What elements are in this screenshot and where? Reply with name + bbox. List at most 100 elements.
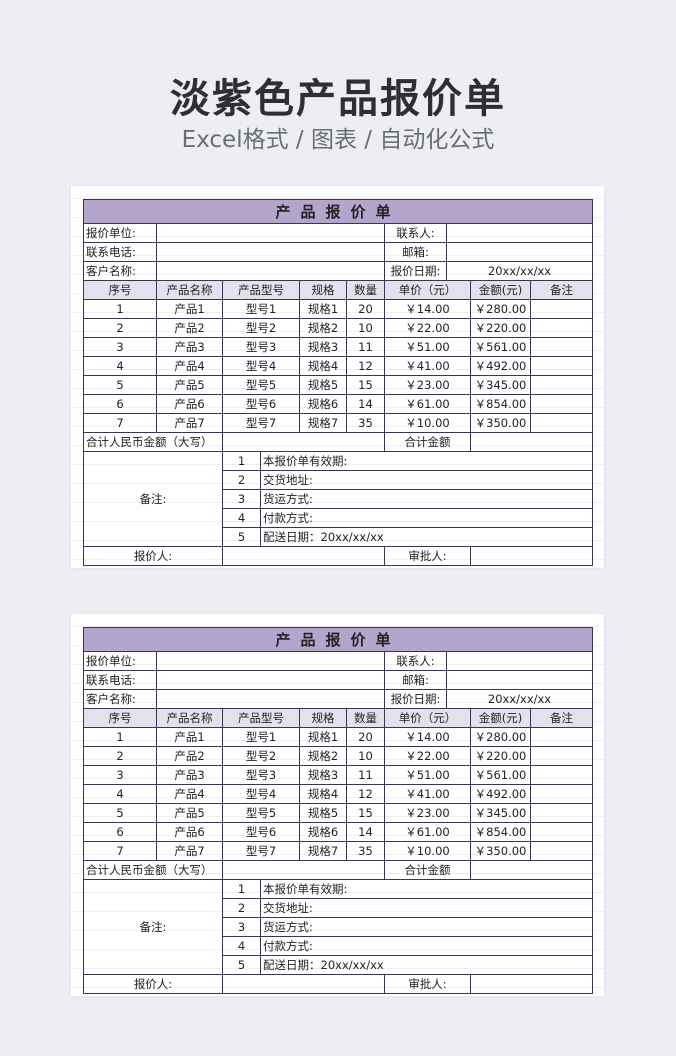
table-cell: ￥10.00 (384, 841, 471, 861)
table-cell: ￥280.00 (470, 727, 531, 747)
info-value (156, 261, 385, 281)
table-cell (529, 394, 594, 414)
table-cell (529, 318, 594, 338)
table-cell: 5 (83, 803, 157, 823)
column-header: 产品名称 (156, 708, 223, 728)
table-cell: ￥23.00 (384, 803, 471, 823)
total-row: 合计人民币金额（大写） 合计金额 (83, 432, 594, 452)
note-number: 1 (222, 879, 261, 899)
table-cell: 型号6 (222, 394, 300, 414)
table-cell: 产品6 (156, 822, 223, 842)
table-cell: 型号7 (222, 413, 300, 433)
table-cell (529, 727, 594, 747)
table-cell: 20 (346, 727, 385, 747)
info-row: 联系电话: 邮箱: (83, 670, 594, 690)
table-cell: 10 (346, 318, 385, 338)
total-amount-label: 合计金额 (384, 432, 471, 452)
table-cell: 型号6 (222, 822, 300, 842)
column-header: 备注 (529, 708, 594, 728)
table-cell: 7 (83, 841, 157, 861)
table-cell: ￥22.00 (384, 318, 471, 338)
table-row: 4 产品4 型号4 规格4 12 ￥41.00 ￥492.00 (83, 356, 594, 376)
table-cell: 6 (83, 394, 157, 414)
table-cell: 型号7 (222, 841, 300, 861)
table-cell: 2 (83, 318, 157, 338)
table-cell: 12 (346, 356, 385, 376)
column-header: 单价（元） (384, 708, 471, 728)
table-cell: ￥350.00 (470, 413, 531, 433)
note-text: 货运方式: (259, 917, 594, 937)
table-cell: ￥220.00 (470, 746, 531, 766)
table-cell: 型号3 (222, 337, 300, 357)
table-cell: 1 (83, 299, 157, 319)
info-row: 报价单位: 联系人: (83, 223, 594, 243)
table-cell (529, 803, 594, 823)
table-cell: 11 (346, 765, 385, 785)
info-label: 报价日期: (384, 689, 447, 709)
table-cell: 2 (83, 746, 157, 766)
approver-value (469, 974, 594, 994)
table-cell (529, 375, 594, 395)
table-cell: 规格6 (299, 394, 347, 414)
note-row: 3 货运方式: (84, 489, 594, 509)
column-header-row: 序号 产品名称 产品型号 规格 数量 单价（元） 金额(元) 备注 (83, 708, 594, 728)
table-cell: 规格6 (299, 822, 347, 842)
quoter-value (222, 974, 385, 994)
table-cell: 型号2 (222, 746, 300, 766)
note-text: 配送日期：20xx/xx/xx (259, 527, 594, 547)
table-cell (529, 822, 594, 842)
note-row: 备注: 1 本报价单有效期: (83, 451, 594, 547)
total-uppercase-value (222, 860, 385, 880)
table-cell: 型号2 (222, 318, 300, 338)
table-cell: 产品7 (156, 413, 223, 433)
table-cell: 规格3 (299, 765, 347, 785)
table-cell: ￥51.00 (384, 765, 471, 785)
note-number: 3 (222, 489, 261, 509)
info-row: 客户名称: 报价日期: 20xx/xx/xx (83, 261, 594, 281)
table-row: 2 产品2 型号2 规格2 10 ￥22.00 ￥220.00 (83, 318, 594, 338)
info-value (445, 651, 594, 671)
table-cell: 3 (83, 337, 157, 357)
note-text: 配送日期：20xx/xx/xx (259, 955, 594, 975)
table-cell: 5 (83, 375, 157, 395)
sheet-title: 产品报价单 (82, 627, 594, 652)
quote-table: 产品报价单 报价单位: 联系人: 联系电话: 邮箱: 客户名称: 报价日期: 20xx/xx/… (82, 627, 594, 994)
column-header: 产品型号 (222, 280, 300, 300)
table-cell: ￥41.00 (384, 784, 471, 804)
note-number: 2 (222, 898, 261, 918)
total-label: 合计人民币金额（大写） (83, 860, 223, 880)
info-label: 报价单位: (83, 223, 157, 243)
table-cell: 35 (346, 841, 385, 861)
column-header: 序号 (83, 708, 157, 728)
table-cell: 产品2 (156, 318, 223, 338)
total-amount-label: 合计金额 (384, 860, 471, 880)
info-value (156, 689, 385, 709)
total-amount-value (469, 860, 594, 880)
table-cell: 规格4 (299, 784, 347, 804)
table-cell: 11 (346, 337, 385, 357)
signature-row: 报价人: 审批人: (83, 546, 594, 566)
table-cell: 规格4 (299, 356, 347, 376)
table-cell: 14 (346, 394, 385, 414)
info-value (445, 242, 594, 262)
table-row: 6 产品6 型号6 规格6 14 ￥61.00 ￥854.00 (83, 394, 594, 414)
table-cell: 6 (83, 822, 157, 842)
quoter-label: 报价人: (83, 546, 223, 566)
column-header: 产品名称 (156, 280, 223, 300)
column-header: 备注 (529, 280, 594, 300)
note-number: 2 (222, 470, 261, 490)
approver-label: 审批人: (384, 974, 471, 994)
quote-table: 产品报价单 报价单位: 联系人: 联系电话: 邮箱: 客户名称: 报价日期: 20xx/xx/… (82, 199, 594, 566)
table-cell: 1 (83, 727, 157, 747)
column-header: 金额(元) (470, 708, 531, 728)
table-cell (529, 299, 594, 319)
total-uppercase-value (222, 432, 385, 452)
table-cell: 型号1 (222, 299, 300, 319)
table-cell: 型号1 (222, 727, 300, 747)
info-label: 邮箱: (384, 242, 447, 262)
table-cell: ￥345.00 (470, 803, 531, 823)
table-cell: 产品4 (156, 356, 223, 376)
table-cell: 产品4 (156, 784, 223, 804)
note-text: 本报价单有效期: (259, 879, 594, 899)
table-cell (529, 784, 594, 804)
